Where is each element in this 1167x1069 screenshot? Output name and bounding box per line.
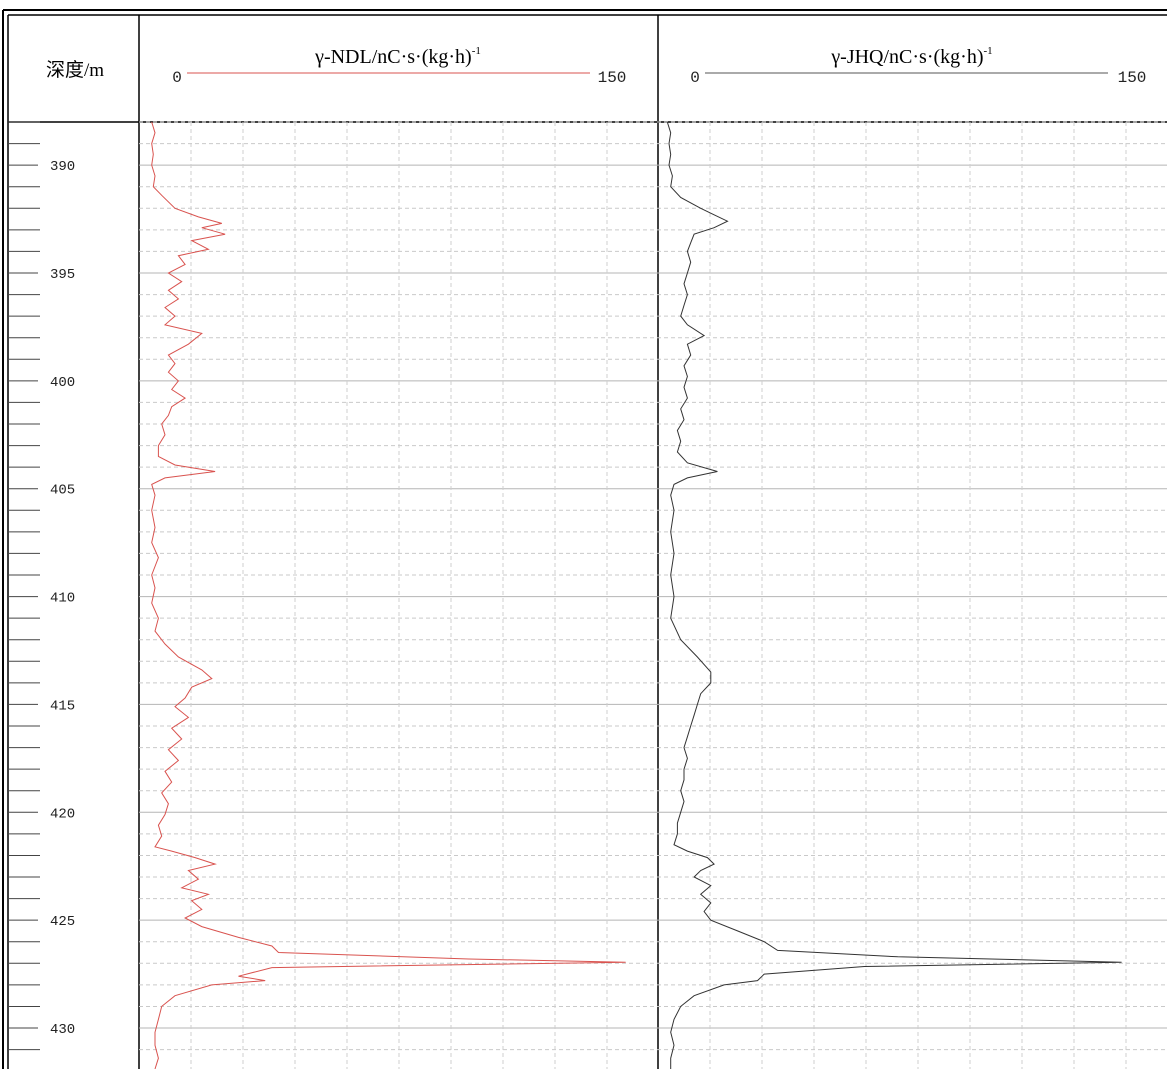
track-title-ndl: γ-NDL/nC·s·(kg·h)-1 (314, 45, 481, 68)
depth-tick-label: 430 (50, 1022, 75, 1038)
depth-tick-label: 415 (50, 698, 75, 714)
curve-layer (151, 121, 1122, 1069)
track-header-ndl: γ-NDL/nC·s·(kg·h)-1 0 150 (172, 45, 626, 87)
grid-layer (139, 121, 1167, 1069)
track-scale-min-jhq: 0 (690, 69, 700, 87)
depth-tick-label: 395 (50, 267, 75, 283)
track-scale-min-ndl: 0 (172, 69, 182, 87)
track-scale-max-jhq: 150 (1118, 69, 1147, 87)
curve-track-1 (666, 121, 1122, 1069)
curve-track-0 (151, 121, 626, 1069)
track-title-ndl-superscript: -1 (472, 45, 481, 57)
depth-tick-label: 420 (50, 806, 75, 822)
track-title-jhq: γ-JHQ/nC·s·(kg·h)-1 (830, 45, 992, 68)
track-header-jhq: γ-JHQ/nC·s·(kg·h)-1 0 150 (690, 45, 1146, 87)
depth-axis: 390 395 400 405 410 415 420 425 430 (8, 121, 75, 1051)
depth-tick-label: 405 (50, 483, 75, 499)
depth-tick-label: 390 (50, 159, 75, 175)
track-scale-max-ndl: 150 (598, 69, 627, 87)
track-title-jhq-superscript: -1 (983, 45, 992, 57)
depth-tick-label: 425 (50, 914, 75, 930)
depth-tick-label: 400 (50, 375, 75, 391)
depth-axis-label: 深度/m (46, 59, 104, 81)
depth-tick-label: 410 (50, 591, 75, 607)
